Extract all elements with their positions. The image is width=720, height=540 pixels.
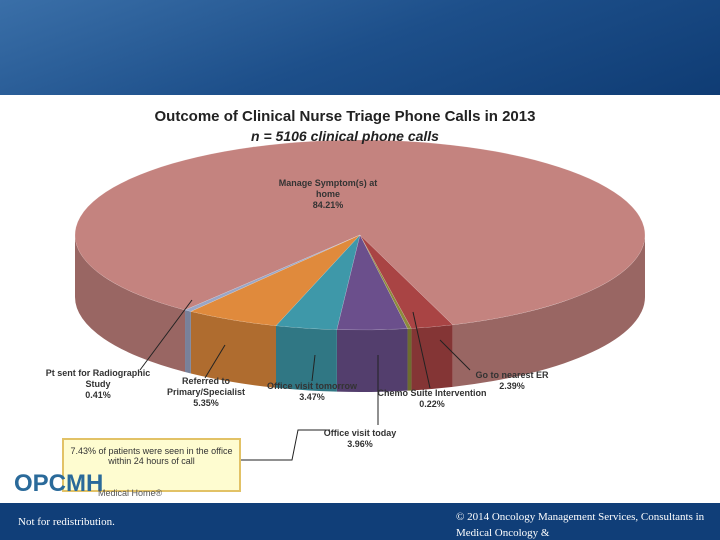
slice-label: Pt sent for Radiographic Study 0.41% xyxy=(42,368,154,401)
logo-subtitle: Medical Home® xyxy=(98,488,163,498)
value-label: 3.96% xyxy=(347,439,373,449)
slice-label: Chemo Suite Intervention 0.22% xyxy=(376,388,488,410)
leader-line xyxy=(311,354,316,382)
category-label: Pt sent for Radiographic Study xyxy=(45,368,151,389)
chart-subtitle: n = 5106 clinical phone calls xyxy=(251,128,439,144)
slice-label: Manage Symptom(s) at home 84.21% xyxy=(278,178,378,211)
callout-bracket xyxy=(237,429,330,461)
footer-right: © 2014 Oncology Management Services, Con… xyxy=(456,511,705,539)
pie-side xyxy=(336,328,408,392)
value-label: 2.39% xyxy=(499,381,525,391)
value-label: 3.47% xyxy=(299,392,325,402)
value-label: 0.22% xyxy=(419,399,445,409)
pie-slice xyxy=(74,139,646,326)
value-label: 84.21% xyxy=(312,200,344,210)
leader-line xyxy=(139,299,193,371)
value-label: 5.35% xyxy=(193,398,219,408)
slice-label: Go to nearest ER 2.39% xyxy=(456,370,568,392)
pie-side xyxy=(190,311,277,388)
callout: 7.43% of patients were seen in the offic… xyxy=(62,438,241,492)
leader-line xyxy=(204,344,226,379)
header-band xyxy=(0,0,720,95)
slice-label: Office visit today 3.96% xyxy=(304,428,416,450)
category-label: Chemo Suite Intervention xyxy=(377,388,487,398)
category-label: Go to nearest ER xyxy=(475,370,549,380)
logo: OPCMH xyxy=(14,470,104,497)
pie-side xyxy=(276,325,337,392)
category-label: Manage Symptom(s) at home xyxy=(278,178,378,199)
pie-side xyxy=(452,235,645,387)
footer-band xyxy=(0,503,720,540)
value-label: 0.41% xyxy=(85,390,111,400)
leader-line xyxy=(439,339,471,371)
pie-side xyxy=(411,324,453,391)
category-label: Referred to Primary/Specialist xyxy=(166,376,246,397)
pie-side xyxy=(75,235,186,372)
pie-slice xyxy=(359,234,454,329)
pie-side xyxy=(407,328,412,391)
leader-line xyxy=(412,311,431,389)
pie-side xyxy=(185,309,191,374)
footer-left: Not for redistribution. xyxy=(18,516,115,528)
category-label: Office visit today xyxy=(323,428,397,438)
pie-slice xyxy=(359,234,412,329)
slice-label: Referred to Primary/Specialist 5.35% xyxy=(150,376,262,409)
pie-slice xyxy=(336,234,408,331)
chart-title: Outcome of Clinical Nurse Triage Phone C… xyxy=(154,108,536,125)
pie-slice xyxy=(190,234,361,327)
pie-slice xyxy=(275,234,361,330)
slice-label: Office visit tomorrow 3.47% xyxy=(256,381,368,403)
category-label: Office visit tomorrow xyxy=(266,381,357,391)
